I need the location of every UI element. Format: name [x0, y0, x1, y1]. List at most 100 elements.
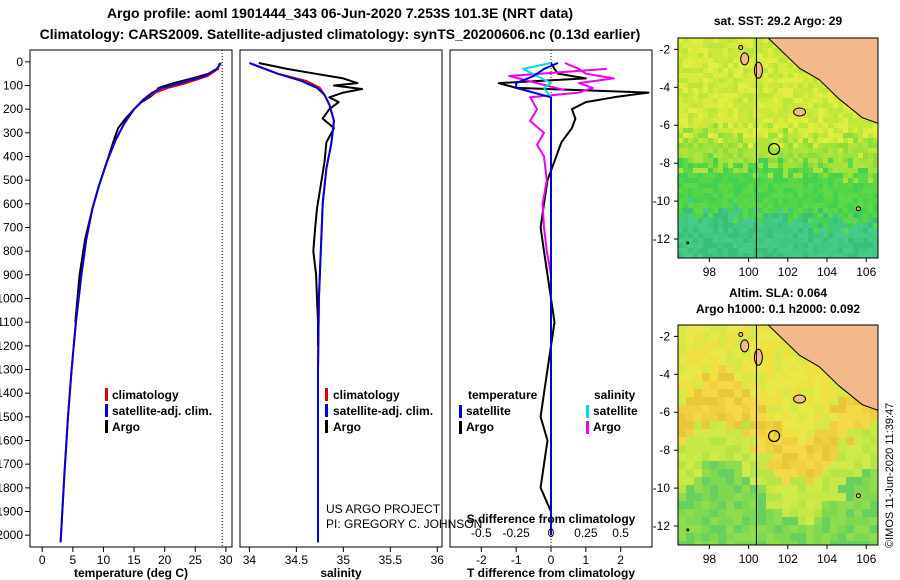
salinity-panel-frame [239, 49, 443, 548]
s-diff-tick-label: -0.5 [471, 526, 492, 540]
pressure-tick-label: 200 [3, 102, 23, 116]
temperature-x-label: 10 [97, 553, 111, 567]
pressure-tick-label: 700 [3, 221, 23, 235]
credit-pi: PI: GREGORY C. JOHNSON [326, 517, 482, 531]
s-diff-tick-label: 0.5 [612, 526, 629, 540]
temperature-x-label: 30 [219, 553, 233, 567]
salinity-x-label: 34.5 [285, 553, 309, 567]
salinity-x-label: salinity [320, 566, 362, 580]
map-lon-label: 102 [778, 265, 798, 279]
legend-swatch [586, 421, 589, 434]
legend-header-temperature: temperature [468, 388, 538, 402]
legend-entry: satellite-adj. clim. [333, 404, 433, 418]
pressure-tick-label: 1000 [0, 292, 23, 306]
legend-entry: Argo [333, 420, 361, 434]
sla-map-title-1: Altim. SLA: 0.064 [729, 286, 827, 300]
s-diff-satellite-line [522, 62, 552, 536]
map-lat-label: -12 [653, 519, 671, 533]
map-lon-label: 104 [817, 265, 837, 279]
difference-x-label: -2 [476, 553, 487, 567]
pressure-tick-label: 1800 [0, 481, 23, 495]
map-lon-label: 106 [856, 265, 876, 279]
sla-map-heatmap [678, 325, 878, 545]
temperature-x-label: 25 [189, 553, 203, 567]
temperature-x-label: temperature (deg C) [74, 566, 188, 580]
map-lon-label: 104 [817, 552, 837, 566]
temperature-panel-frame [29, 49, 233, 548]
map-lat-label: -10 [653, 194, 671, 208]
legend-swatch [586, 405, 589, 418]
map-lat-label: -4 [659, 367, 670, 381]
map-lat-label: -6 [659, 118, 670, 132]
salinity-x-label: 35 [337, 553, 351, 567]
t-diff-x-label: T difference from climatology [467, 566, 635, 580]
salinity-x-label: 34 [243, 553, 257, 567]
pressure-tick-label: 1200 [0, 339, 23, 353]
pressure-tick-label: 400 [3, 150, 23, 164]
salinity-x-label: 36 [431, 553, 445, 567]
map-lon-label: 100 [739, 265, 759, 279]
legend-swatch [325, 404, 328, 417]
salinity-satellite-line [249, 62, 335, 543]
map-lat-label: -2 [659, 42, 670, 56]
pressure-tick-label: 100 [3, 79, 23, 93]
pressure-tick-label: 1600 [0, 434, 23, 448]
pressure-tick-label: 1400 [0, 386, 23, 400]
temperature-satellite-line [59, 62, 222, 543]
legend-entry: Argo [593, 420, 621, 434]
pressure-tick-label: 1500 [0, 410, 23, 424]
s-diff-tick-label: 0.25 [574, 526, 598, 540]
legend-header-salinity: salinity [594, 388, 636, 402]
pressure-tick-label: 1700 [0, 457, 23, 471]
legend-swatch [459, 405, 462, 418]
map-lon-label: 98 [703, 552, 717, 566]
pressure-tick-label: 1100 [0, 315, 23, 329]
sst-map-title: sat. SST: 29.2 Argo: 29 [714, 14, 843, 28]
pressure-tick-label: 900 [3, 268, 23, 282]
map-lon-label: 98 [703, 265, 717, 279]
sst-map-profile-marker [767, 142, 781, 156]
pressure-tick-label: 500 [3, 173, 23, 187]
sla-map-frame [677, 324, 879, 546]
map-lat-label: -8 [659, 443, 670, 457]
s-diff-tick-label: 0 [548, 526, 555, 540]
t-diff-argo-line [497, 62, 650, 536]
temperature-x-label: 0 [39, 553, 46, 567]
map-lat-label: -8 [659, 156, 670, 170]
sst-map-heatmap [678, 38, 878, 258]
map-lon-label: 106 [856, 552, 876, 566]
salinity-x-label: 35.5 [379, 553, 403, 567]
difference-x-label: 0 [548, 553, 555, 567]
legend-swatch [105, 388, 108, 401]
pressure-tick-label: 0 [16, 55, 23, 69]
legend-swatch [105, 420, 108, 433]
legend-entry: climatology [333, 388, 400, 402]
legend-entry: satellite [466, 404, 511, 418]
pressure-tick-label: 1900 [0, 505, 23, 519]
legend-entry: satellite [593, 404, 638, 418]
salinity-argo-line [258, 62, 364, 346]
imos-stamp: ©IMOS 11-Jun-2020 11:39:47 [884, 403, 896, 548]
map-lon-label: 102 [778, 552, 798, 566]
temperature-climatology-line [59, 62, 221, 543]
map-lat-label: -10 [653, 481, 671, 495]
sla-map-title-2: Argo h1000: 0.1 h2000: 0.092 [696, 302, 860, 316]
map-lat-label: -4 [659, 80, 670, 94]
legend-swatch [459, 421, 462, 434]
s-diff-argo-line [529, 62, 615, 299]
temperature-x-label: 5 [70, 553, 77, 567]
pressure-tick-label: 1300 [0, 363, 23, 377]
chart-title-line2: Climatology: CARS2009. Satellite-adjuste… [39, 26, 641, 42]
temperature-x-label: 20 [158, 553, 172, 567]
legend-swatch [325, 420, 328, 433]
pressure-tick-label: 300 [3, 126, 23, 140]
chart-title-line1: Argo profile: aoml 1901444_343 06-Jun-20… [106, 5, 574, 21]
sla-map-profile-marker [767, 429, 781, 443]
salinity-climatology-line [249, 62, 335, 543]
s-diff-tick-label: -0.25 [502, 526, 530, 540]
legend-entry: Argo [112, 420, 140, 434]
legend-swatch [325, 388, 328, 401]
legend-swatch [105, 404, 108, 417]
difference-x-label: -1 [511, 553, 522, 567]
pressure-tick-label: 2000 [0, 528, 23, 542]
